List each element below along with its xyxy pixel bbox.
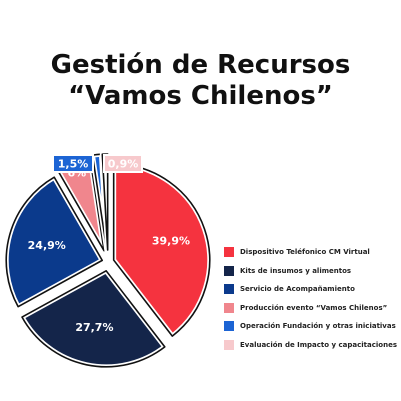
callout-label: 1,5% — [52, 154, 94, 173]
legend-label: Operación Fundación y otras iniciativas — [240, 322, 396, 330]
legend-item: Producción evento “Vamos Chilenos” — [224, 300, 400, 316]
pie-slice-edge — [5, 176, 104, 308]
legend-label: Servicio de Acompañamiento — [240, 285, 355, 293]
legend-swatch — [224, 284, 234, 294]
chart-title-line-1: Gestión de Recursos — [50, 50, 351, 80]
callout-label: 0,9% — [103, 154, 143, 173]
pie-slice-edge — [21, 270, 166, 368]
legend-item: Servicio de Acompañamiento — [224, 281, 400, 297]
legend-swatch — [224, 247, 234, 257]
legend-swatch — [224, 339, 234, 350]
legend-swatch — [224, 265, 234, 276]
legend-label: Kits de insumos y alimentos — [240, 266, 352, 275]
chart-title-line-2: “Vamos Chilenos” — [68, 81, 333, 111]
legend-item: Evaluación de Impacto y capacitaciones — [224, 337, 400, 353]
legend-swatch — [224, 321, 234, 331]
callout-box — [103, 154, 143, 173]
callout-value: 0,9% — [108, 158, 139, 171]
slice-value-label: 27,7% — [75, 321, 113, 334]
legend-label: Dispositivo Teléfonico CM Virtual — [240, 248, 370, 256]
callout-box — [52, 154, 94, 173]
callout-value: 1,5% — [58, 158, 89, 171]
slice-value-label: 39,9% — [152, 235, 190, 248]
legend-item: Kits de insumos y alimentos — [224, 263, 400, 279]
legend-label: Evaluación de Impacto y capacitaciones — [240, 340, 398, 349]
legend-item: Operación Fundación y otras iniciativas — [224, 318, 400, 334]
legend-item: Dispositivo Teléfonico CM Virtual — [224, 244, 400, 260]
slice-value-label: 24,9% — [28, 239, 66, 252]
legend-label: Producción evento “Vamos Chilenos” — [240, 303, 388, 312]
legend: Dispositivo Teléfonico CM Virtual Kits d… — [224, 244, 400, 355]
chart-title: Gestión de Recursos “Vamos Chilenos” — [0, 50, 401, 112]
legend-swatch — [224, 302, 234, 313]
